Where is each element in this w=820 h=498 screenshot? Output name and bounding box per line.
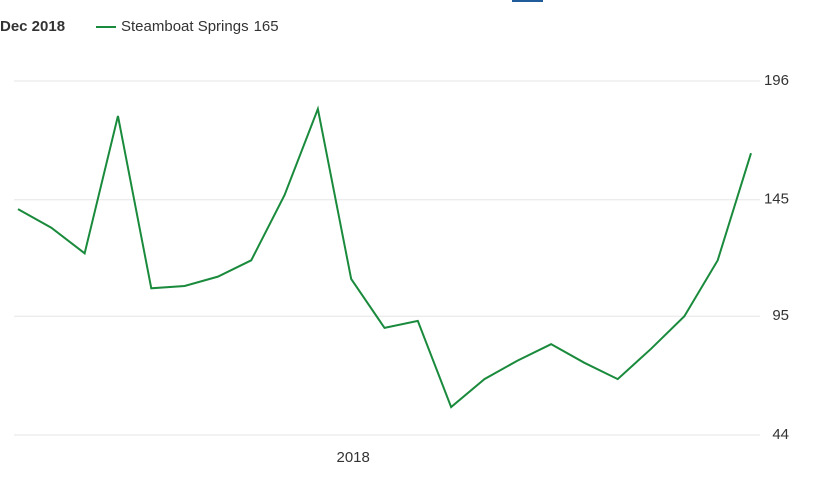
y-tick-label: 196 [764,72,789,89]
x-tick-label: 2018 [336,449,369,466]
y-tick-label: 145 [764,191,789,208]
top-indicator [512,0,543,2]
legend-value: 165 [254,18,279,35]
period-label: Dec 2018 [0,18,65,35]
data-line [17,105,752,409]
y-tick-label: 44 [772,426,789,443]
legend-label: Steamboat Springs [121,18,249,35]
y-tick-label: 95 [772,307,789,324]
